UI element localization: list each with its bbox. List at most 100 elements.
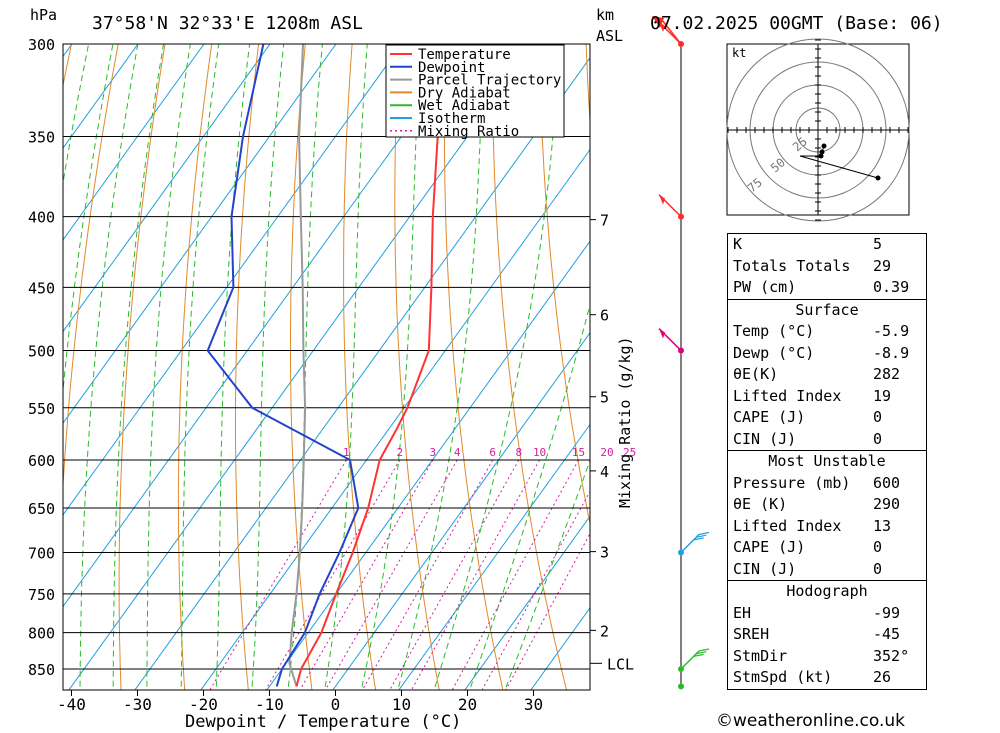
wet-adiabat-line xyxy=(63,44,114,396)
index-value: 13 xyxy=(873,516,892,535)
index-label: CIN (J) xyxy=(733,429,797,448)
index-row: Lifted Index 19 xyxy=(728,386,926,408)
axis-labels: 300350400450500550600650700750800850-40-… xyxy=(28,36,636,714)
wind-barb-flag xyxy=(659,194,665,205)
plot-frame xyxy=(62,43,591,691)
index-value: 282 xyxy=(873,365,901,383)
index-value: 5 xyxy=(873,235,883,253)
background-lines xyxy=(0,44,590,690)
pressure-tick-label: 350 xyxy=(28,129,55,147)
index-row: CIN (J) 0 xyxy=(728,559,926,581)
index-row: Totals Totals 29 xyxy=(728,256,926,278)
height-tick-label: 7 xyxy=(600,212,609,230)
wet-adiabat-line xyxy=(287,44,323,690)
general-indices: K 5 Totals Totals 29 PW (cm) 0.39 xyxy=(728,234,926,299)
index-value: 0 xyxy=(873,538,883,556)
isotherm-line xyxy=(63,44,205,241)
isotherm-line xyxy=(332,332,590,690)
hodograph-point xyxy=(875,175,881,181)
pressure-tick-label: 850 xyxy=(28,661,55,679)
index-row: θE(K) 282 xyxy=(728,364,926,386)
temperature-tick-label: 0 xyxy=(331,695,341,714)
dewpoint-line xyxy=(206,44,360,687)
wet-adiabat-line xyxy=(469,303,590,690)
mixing-ratio-label: 20 xyxy=(600,446,613,459)
hodograph-unit-label: kt xyxy=(732,46,746,60)
wind-barb xyxy=(661,19,682,45)
index-row: Lifted Index 13 xyxy=(728,516,926,538)
index-section-title: Surface xyxy=(795,300,859,319)
dry-adiabat-line xyxy=(177,44,213,690)
temperature-line xyxy=(295,44,446,687)
location-title: 37°58'N 32°33'E 1208m ASL xyxy=(92,13,363,34)
isotherm-line xyxy=(0,44,6,690)
index-row: CAPE (J) 0 xyxy=(728,407,926,429)
isotherm-line xyxy=(134,57,590,690)
index-row: SREH -45 xyxy=(728,624,926,646)
index-value: 0 xyxy=(873,408,883,426)
index-label: EH xyxy=(733,603,752,622)
index-section-title: Most Unstable xyxy=(768,452,886,470)
hpa-unit-label: hPa xyxy=(30,6,57,24)
pressure-tick-label: 550 xyxy=(28,400,55,418)
wet-adiabat-line xyxy=(433,44,561,690)
legend-label: Wet Adiabat xyxy=(418,98,511,114)
temperature-tick-label: -10 xyxy=(255,695,284,714)
index-label: SREH xyxy=(733,625,770,643)
pressure-tick-label: 500 xyxy=(28,343,55,361)
height-tick-label: 6 xyxy=(600,307,609,325)
index-row: PW (cm) 0.39 xyxy=(728,277,926,299)
index-label: Dewp (°C) xyxy=(733,343,815,362)
mixing-ratio-label: 10 xyxy=(533,446,546,459)
mixing-ratio-label: 6 xyxy=(489,446,496,459)
dry-adiabat-line xyxy=(443,44,504,690)
index-label: CIN (J) xyxy=(733,559,797,578)
temperature-tick-label: 30 xyxy=(524,695,543,714)
index-row: EH -99 xyxy=(728,603,926,625)
sounding-profiles xyxy=(206,44,446,687)
wet-adiabat-line xyxy=(215,44,251,690)
legend-label: Isotherm xyxy=(418,111,485,127)
wind-barb xyxy=(680,533,700,554)
index-value: 26 xyxy=(873,668,892,686)
index-label: CAPE (J) xyxy=(733,538,806,556)
datetime-title: 07.02.2025 00GMT (Base: 06) xyxy=(650,13,943,34)
wind-barb-flag xyxy=(652,16,664,28)
pressure-tick-label: 400 xyxy=(28,209,55,227)
mixing-ratio-line xyxy=(481,490,590,690)
mixing-ratio-label: 4 xyxy=(454,446,461,459)
wet-adiabat-line xyxy=(180,44,220,690)
index-row: StmSpd (kt) 26 xyxy=(728,667,926,689)
mixing-ratio-line xyxy=(265,459,401,690)
height-tick-label: 5 xyxy=(600,389,609,407)
watermark: ©weatheronline.co.uk xyxy=(716,711,906,731)
index-value: 19 xyxy=(873,386,892,405)
index-value: 0 xyxy=(873,559,883,578)
height-tick-label: 3 xyxy=(600,544,609,562)
index-row: Temp (°C) -5.9 xyxy=(728,321,926,343)
lcl-label: LCL xyxy=(607,655,634,673)
wind-barb-tick xyxy=(698,648,710,652)
mixing-ratio-label: 8 xyxy=(515,446,522,459)
legend-label: Mixing Ratio xyxy=(418,124,519,140)
mixing-ratio-line xyxy=(389,459,520,690)
legend-label: Parcel Trajectory xyxy=(418,73,561,89)
wind-barb xyxy=(680,650,700,670)
wet-adiabat-line xyxy=(146,44,191,690)
wind-profile xyxy=(652,16,710,690)
index-value: -8.9 xyxy=(873,343,910,362)
index-label: PW (cm) xyxy=(733,278,797,296)
temperature-tick-label: 10 xyxy=(392,695,411,714)
index-row: CAPE (J) 0 xyxy=(728,537,926,559)
wet-adiabat-line xyxy=(397,44,485,690)
mixing-ratio-line xyxy=(362,459,494,690)
mixing-ratio-label: 15 xyxy=(572,446,585,459)
wind-barb-tick xyxy=(698,531,710,536)
asl-unit-label: ASL xyxy=(596,27,623,45)
temperature-tick-label: -40 xyxy=(57,695,86,714)
mixing-ratio-label: 3 xyxy=(430,446,437,459)
wet-adiabat-line xyxy=(112,44,165,690)
